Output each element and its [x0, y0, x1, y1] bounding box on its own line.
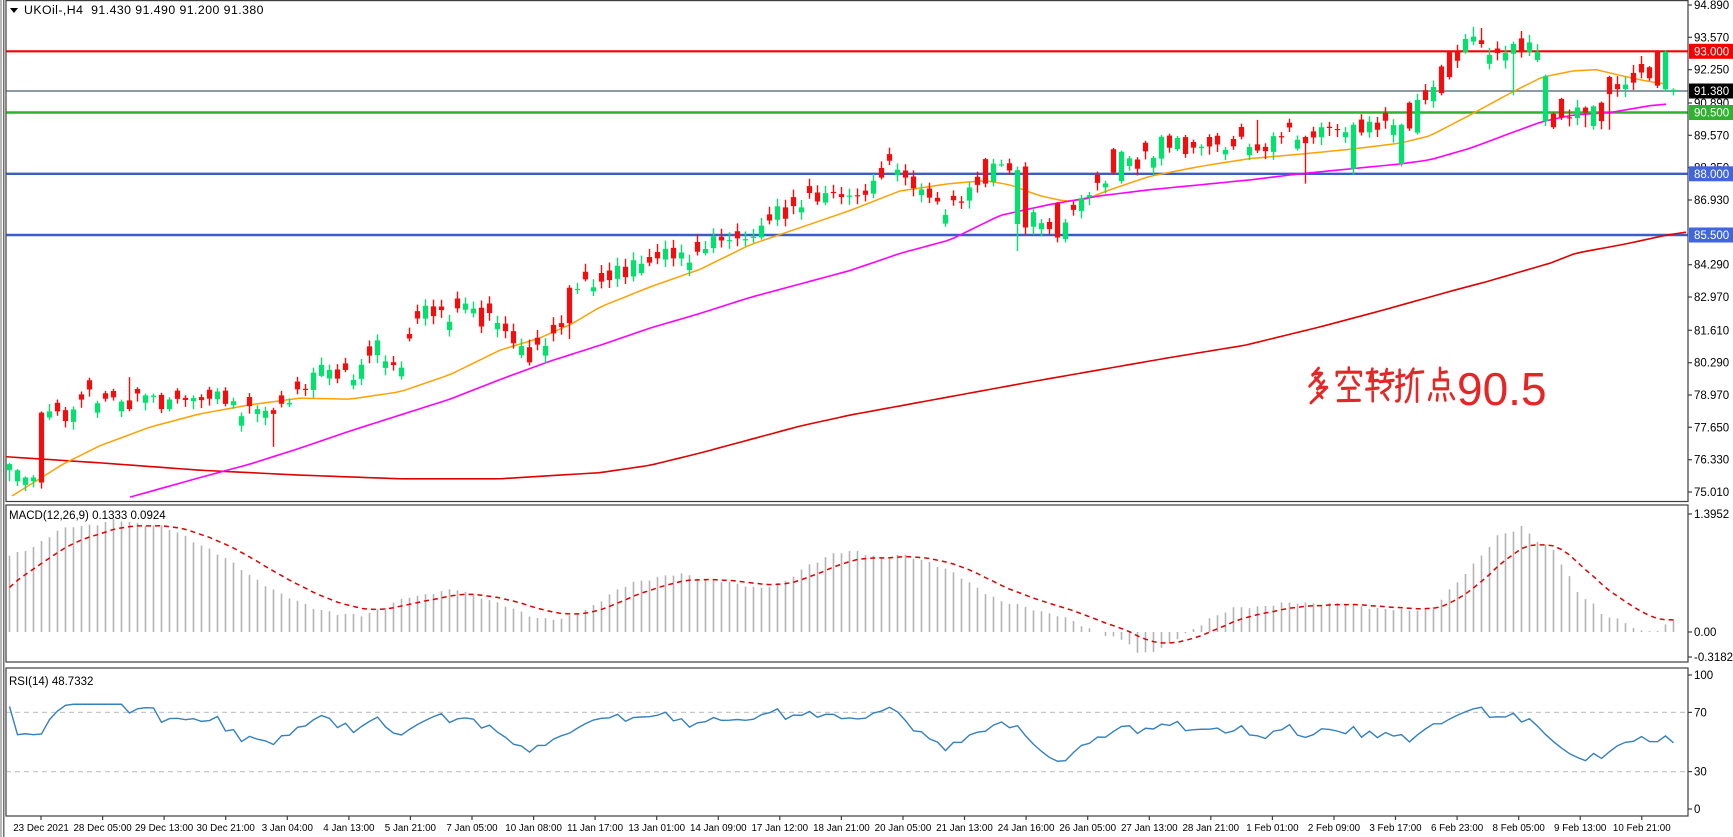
svg-text:28 Jan 21:00: 28 Jan 21:00 — [1182, 823, 1239, 834]
svg-text:84.290: 84.290 — [1694, 260, 1729, 272]
svg-text:23 Dec 2021: 23 Dec 2021 — [13, 823, 69, 834]
svg-text:93.570: 93.570 — [1694, 32, 1729, 44]
svg-text:92.250: 92.250 — [1694, 65, 1729, 77]
svg-text:6 Feb 23:00: 6 Feb 23:00 — [1431, 823, 1484, 834]
svg-text:3 Feb 17:00: 3 Feb 17:00 — [1369, 823, 1422, 834]
svg-text:81.610: 81.610 — [1694, 325, 1729, 337]
svg-text:MACD(12,26,9) 0.1333 0.0924: MACD(12,26,9) 0.1333 0.0924 — [9, 510, 166, 522]
svg-text:80.290: 80.290 — [1694, 358, 1729, 370]
svg-text:8 Feb 05:00: 8 Feb 05:00 — [1493, 823, 1546, 834]
svg-text:91.380: 91.380 — [1694, 86, 1729, 98]
svg-text:2 Feb 09:00: 2 Feb 09:00 — [1308, 823, 1361, 834]
svg-text:82.970: 82.970 — [1694, 292, 1729, 304]
svg-text:86.930: 86.930 — [1694, 195, 1729, 207]
svg-text:90.5: 90.5 — [1457, 363, 1547, 415]
svg-text:88.000: 88.000 — [1694, 169, 1729, 181]
svg-text:94.890: 94.890 — [1694, 0, 1729, 12]
svg-text:30: 30 — [1694, 767, 1707, 779]
svg-text:20 Jan 05:00: 20 Jan 05:00 — [875, 823, 932, 834]
svg-text:85.500: 85.500 — [1694, 230, 1729, 242]
svg-text:5 Jan 21:00: 5 Jan 21:00 — [385, 823, 437, 834]
svg-text:70: 70 — [1694, 707, 1707, 719]
svg-text:UKOil-,H4 91.430 91.490 91.20: UKOil-,H4 91.430 91.490 91.200 91.380 — [24, 3, 264, 17]
svg-text:11 Jan 17:00: 11 Jan 17:00 — [567, 823, 623, 834]
svg-text:10 Feb 21:00: 10 Feb 21:00 — [1613, 823, 1671, 834]
svg-text:1 Feb 01:00: 1 Feb 01:00 — [1246, 823, 1299, 834]
svg-text:17 Jan 12:00: 17 Jan 12:00 — [751, 823, 808, 834]
svg-text:93.000: 93.000 — [1694, 47, 1729, 59]
svg-text:4 Jan 13:00: 4 Jan 13:00 — [323, 823, 375, 834]
svg-text:75.010: 75.010 — [1694, 487, 1729, 499]
svg-text:9 Feb 13:00: 9 Feb 13:00 — [1554, 823, 1607, 834]
svg-text:30 Dec 21:00: 30 Dec 21:00 — [197, 823, 256, 834]
svg-text:21 Jan 13:00: 21 Jan 13:00 — [936, 823, 993, 834]
svg-text:13 Jan 01:00: 13 Jan 01:00 — [628, 823, 685, 834]
svg-text:24 Jan 16:00: 24 Jan 16:00 — [998, 823, 1055, 834]
svg-text:28 Dec 05:00: 28 Dec 05:00 — [73, 823, 132, 834]
svg-text:3 Jan 04:00: 3 Jan 04:00 — [262, 823, 314, 834]
svg-text:0.00: 0.00 — [1694, 627, 1716, 639]
svg-text:0: 0 — [1694, 804, 1700, 816]
svg-text:78.970: 78.970 — [1694, 390, 1729, 402]
svg-text:77.650: 77.650 — [1694, 422, 1729, 434]
svg-text:100: 100 — [1694, 670, 1713, 682]
svg-text:76.330: 76.330 — [1694, 455, 1729, 467]
svg-text:26 Jan 05:00: 26 Jan 05:00 — [1059, 823, 1116, 834]
svg-text:29 Dec 13:00: 29 Dec 13:00 — [135, 823, 194, 834]
svg-text:89.570: 89.570 — [1694, 130, 1729, 142]
svg-text:90.500: 90.500 — [1694, 108, 1729, 120]
svg-text:10 Jan 08:00: 10 Jan 08:00 — [505, 823, 562, 834]
svg-text:-0.3182: -0.3182 — [1694, 652, 1733, 664]
svg-text:7 Jan 05:00: 7 Jan 05:00 — [446, 823, 498, 834]
svg-text:1.3952: 1.3952 — [1694, 509, 1729, 521]
svg-text:RSI(14) 48.7332: RSI(14) 48.7332 — [9, 676, 93, 688]
svg-text:18 Jan 21:00: 18 Jan 21:00 — [813, 823, 870, 834]
svg-text:14 Jan 09:00: 14 Jan 09:00 — [690, 823, 747, 834]
svg-text:27 Jan 13:00: 27 Jan 13:00 — [1121, 823, 1178, 834]
